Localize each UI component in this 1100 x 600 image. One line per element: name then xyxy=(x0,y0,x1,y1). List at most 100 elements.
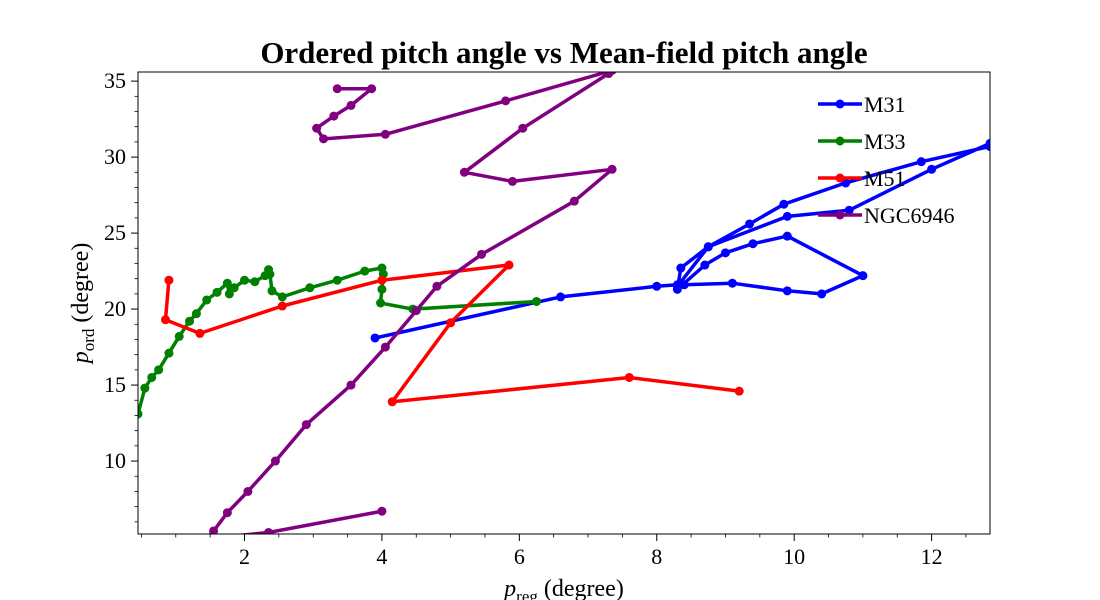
data-point xyxy=(504,260,514,270)
y-axis-label-sub: ord xyxy=(79,328,98,351)
data-point xyxy=(270,456,280,466)
x-tick-label: 4 xyxy=(376,544,387,569)
y-tick-label: 15 xyxy=(104,372,126,397)
data-point xyxy=(477,249,487,259)
data-point xyxy=(191,309,201,319)
data-point xyxy=(985,138,990,148)
x-tick-label: 10 xyxy=(783,544,805,569)
data-point xyxy=(556,292,566,302)
x-tick-label: 6 xyxy=(514,544,525,569)
data-point xyxy=(154,365,164,375)
data-point xyxy=(380,342,390,352)
data-point xyxy=(607,164,617,174)
series-m33 xyxy=(138,263,542,419)
data-point xyxy=(209,526,219,534)
data-point xyxy=(195,328,205,338)
data-point xyxy=(346,100,356,110)
series-ngc6946 xyxy=(208,72,617,534)
data-point xyxy=(147,372,157,382)
legend: M31 M33 M51 NGC6946 xyxy=(818,92,954,228)
legend-label: M33 xyxy=(864,129,906,154)
y-tick-label: 10 xyxy=(104,448,126,473)
data-point xyxy=(222,278,232,288)
data-point xyxy=(916,157,926,167)
data-point xyxy=(332,84,342,94)
legend-label: NGC6946 xyxy=(864,203,954,228)
data-point xyxy=(360,266,370,276)
legend-label: M31 xyxy=(864,92,906,117)
x-axis-label-rest: (degree) xyxy=(538,576,624,600)
legend-marker xyxy=(835,210,845,220)
legend-item: M51 xyxy=(818,166,906,191)
data-point xyxy=(624,372,634,382)
data-point xyxy=(212,287,222,297)
data-point xyxy=(734,386,744,396)
y-axis-label-rest: (degree) xyxy=(68,243,94,329)
series-line xyxy=(163,263,741,404)
data-point xyxy=(446,318,456,328)
data-point xyxy=(672,281,682,291)
x-axis-label-base: p xyxy=(502,576,516,600)
series-layer xyxy=(138,72,990,534)
legend-label: M51 xyxy=(864,166,906,191)
y-axis-label: pord (degree) xyxy=(68,243,98,366)
legend-marker xyxy=(835,99,845,109)
data-point xyxy=(569,196,579,206)
data-point xyxy=(305,283,315,293)
y-axis-label-base: p xyxy=(68,351,94,365)
y-tick-label: 30 xyxy=(104,144,126,169)
data-point xyxy=(319,134,329,144)
data-point xyxy=(164,348,174,358)
series-m51 xyxy=(160,260,744,407)
x-axis-label-sub: reg xyxy=(516,587,538,600)
data-point xyxy=(703,242,713,252)
x-tick-label: 12 xyxy=(921,544,943,569)
data-point xyxy=(185,316,195,326)
data-point xyxy=(367,84,377,94)
data-point xyxy=(346,380,356,390)
data-point xyxy=(265,269,275,279)
data-point xyxy=(243,486,253,496)
data-point xyxy=(202,295,212,305)
data-point xyxy=(782,286,792,296)
data-point xyxy=(518,123,528,133)
legend-item: M33 xyxy=(818,129,906,154)
x-tick-label: 2 xyxy=(239,544,250,569)
legend-marker xyxy=(835,136,845,146)
data-point xyxy=(329,111,339,121)
data-point xyxy=(817,289,827,299)
data-point xyxy=(652,281,662,291)
data-point xyxy=(301,420,311,430)
data-point xyxy=(532,296,542,306)
data-point xyxy=(138,409,143,419)
data-point xyxy=(277,292,287,302)
y-tick-label: 20 xyxy=(104,296,126,321)
data-point xyxy=(858,271,868,281)
data-point xyxy=(222,508,232,518)
data-point xyxy=(264,527,274,534)
legend-item: M31 xyxy=(818,92,906,117)
data-point xyxy=(748,239,758,249)
data-point xyxy=(927,164,937,174)
data-point xyxy=(607,72,617,75)
data-point xyxy=(160,315,170,325)
data-point xyxy=(676,263,686,273)
data-point xyxy=(380,129,390,139)
data-point xyxy=(267,286,277,296)
data-point xyxy=(312,123,322,133)
data-point xyxy=(779,199,789,209)
data-point xyxy=(174,331,184,341)
data-point xyxy=(727,278,737,288)
chart-title: Ordered pitch angle vs Mean-field pitch … xyxy=(260,35,867,70)
data-point xyxy=(332,275,342,285)
data-point xyxy=(782,231,792,241)
y-tick-label: 25 xyxy=(104,220,126,245)
data-point xyxy=(411,306,421,316)
data-point xyxy=(432,281,442,291)
data-point xyxy=(224,289,234,299)
data-point xyxy=(387,397,397,407)
data-point xyxy=(164,275,174,285)
data-point xyxy=(229,283,239,293)
data-point xyxy=(250,277,260,287)
